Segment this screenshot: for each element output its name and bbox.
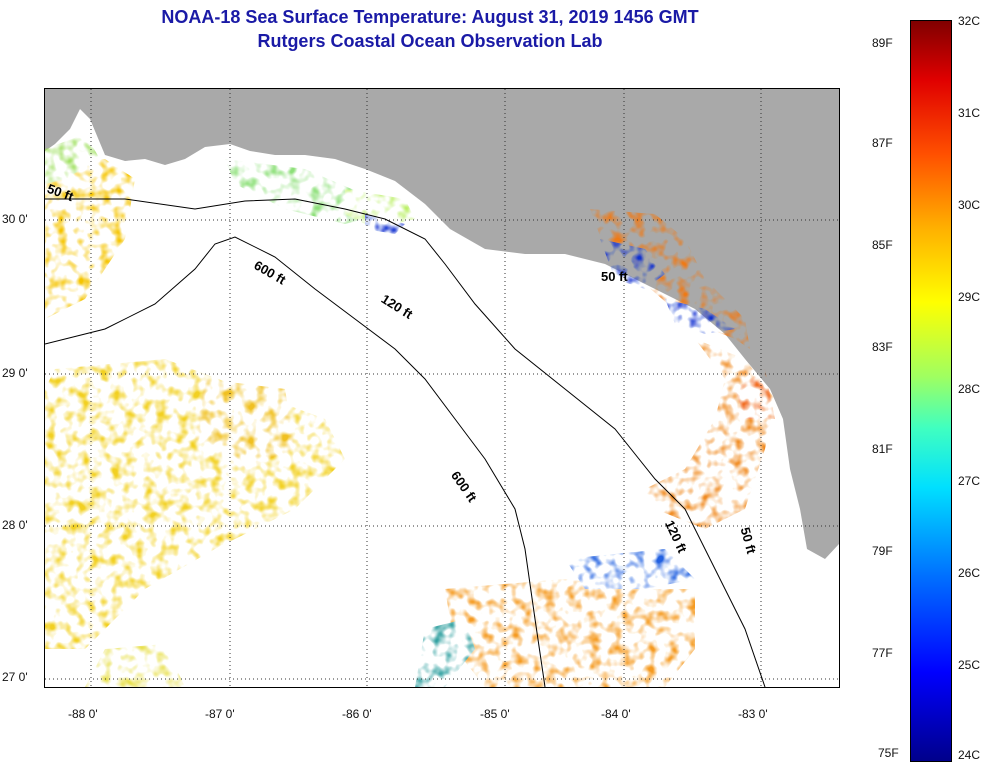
map-canvas [45,89,839,687]
lat-label-27: 27 0' [2,670,28,684]
cbar-c-24: 24C [958,748,981,762]
cbar-f-89: 89F [872,36,893,50]
title-line-1: NOAA-18 Sea Surface Temperature: August … [161,7,699,27]
cbar-f-79: 79F [872,544,893,558]
lon-label-85: -85 0' [480,707,510,721]
cbar-f-81: 81F [872,442,893,456]
lat-label-28: 28 0' [2,518,28,532]
temperature-colorbar [910,20,952,762]
lat-label-29: 29 0' [2,366,28,380]
cbar-c-30: 30C [958,198,981,212]
graticule [45,89,839,687]
sst-patches [45,134,775,687]
cbar-c-32: 32C [958,14,981,28]
cbar-f-77: 77F [872,646,893,660]
lon-label-87: -87 0' [205,707,235,721]
cbar-c-27: 27C [958,474,981,488]
depth-label-50ft-bigbend: 50 ft [601,269,628,284]
lon-label-86: -86 0' [342,707,372,721]
cbar-c-28: 28C [958,382,981,396]
cbar-c-29: 29C [958,290,981,304]
cbar-c-26: 26C [958,566,981,580]
depth-contours [45,198,766,687]
lat-label-30: 30 0' [2,212,28,226]
cbar-c-31: 31C [958,106,981,120]
land-area [45,89,839,559]
cbar-f-85: 85F [872,238,893,252]
cbar-c-25: 25C [958,658,981,672]
cbar-f-83: 83F [872,340,893,354]
cbar-f-87: 87F [872,136,893,150]
title-line-2: Rutgers Coastal Ocean Observation Lab [257,31,603,51]
lon-label-88: -88 0' [68,707,98,721]
lon-label-83: -83 0' [738,707,768,721]
lon-label-84: -84 0' [601,707,631,721]
cbar-f-75: 75F [878,746,899,760]
sst-map: 50 ft 600 ft 120 ft 50 ft 600 ft 120 ft … [44,88,840,688]
